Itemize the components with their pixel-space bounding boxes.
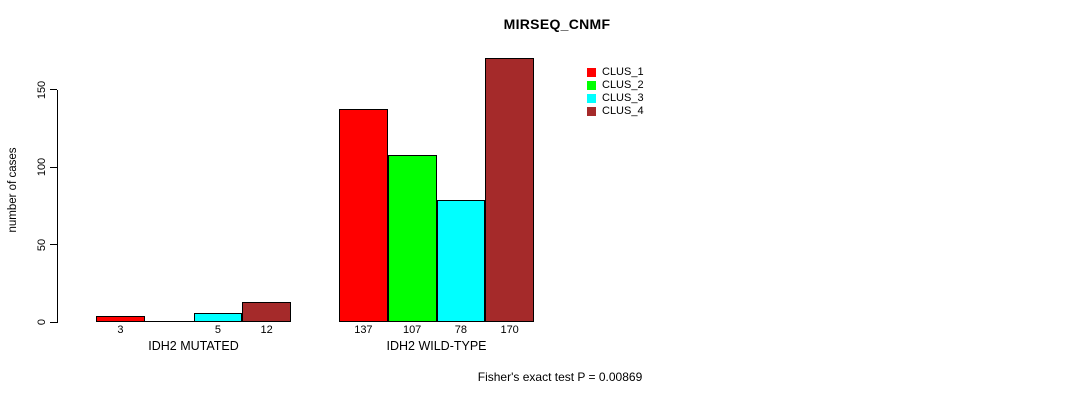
x-category-label: IDH2 WILD-TYPE <box>386 339 487 353</box>
statistical-test-annotation: Fisher's exact test P = 0.00869 <box>477 370 643 384</box>
y-axis-tick-label: 50 <box>36 238 48 251</box>
bar-clus_1 <box>339 109 388 322</box>
bar-clus_2 <box>387 155 437 322</box>
bar-clus_4 <box>242 302 291 322</box>
bar-value-label: 170 <box>500 324 519 336</box>
y-axis-tick <box>50 166 57 168</box>
bar-clus_1 <box>96 316 145 322</box>
bar-value-label: 5 <box>214 324 221 336</box>
bar-value-label: 78 <box>454 324 467 336</box>
bar-value-label: 3 <box>117 324 124 336</box>
bar-value-label: 137 <box>354 324 373 336</box>
bar-clus_3 <box>436 200 486 322</box>
y-axis-tick-label: 0 <box>36 318 48 326</box>
y-axis-tick <box>50 89 57 91</box>
bar-clus_3 <box>193 313 243 322</box>
y-axis-tick-label: 100 <box>36 157 48 177</box>
bar-clus_2-zero <box>144 321 194 322</box>
x-category-label: IDH2 MUTATED <box>148 339 239 353</box>
chart-title: MIRSEQ_CNMF <box>503 16 611 32</box>
y-axis-line <box>57 89 58 323</box>
y-axis-tick <box>50 244 57 246</box>
y-axis-tick-label: 150 <box>36 80 48 99</box>
bar-value-label: 107 <box>402 324 422 336</box>
y-axis-tick <box>50 321 57 323</box>
bar-value-label: 12 <box>260 324 273 336</box>
bar-clus_4 <box>485 58 534 322</box>
